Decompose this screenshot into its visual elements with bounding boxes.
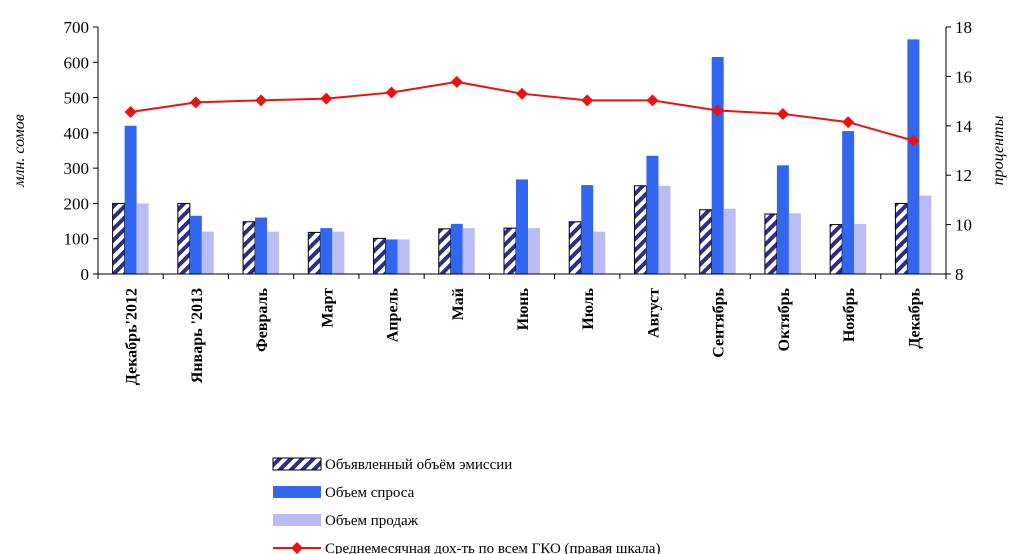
bar-s2-4 — [397, 239, 410, 274]
y-tick-label: 100 — [64, 230, 90, 249]
y-tick-label: 700 — [64, 18, 90, 37]
bar-s2-5 — [462, 228, 475, 274]
bar-s0-3 — [307, 231, 321, 275]
line-point-10 — [776, 107, 789, 120]
bar-s2-12 — [919, 195, 932, 274]
y2-tick-label: 10 — [955, 216, 972, 235]
y2-tick-label: 16 — [955, 67, 972, 86]
x-tick-label: Июль — [580, 287, 597, 329]
bar-s2-7 — [593, 231, 606, 274]
bar-s1-12 — [907, 39, 920, 274]
bar-s2-1 — [201, 231, 214, 274]
plot-area — [112, 39, 932, 275]
x-tick-label: Март — [319, 288, 336, 328]
legend-label: Объем спроса — [325, 485, 415, 501]
bar-s1-8 — [646, 155, 659, 274]
legend-label: Среднемесячная дох-ть по всем ГКО (права… — [325, 541, 660, 554]
line-point-6 — [516, 87, 528, 100]
bar-s2-3 — [332, 231, 345, 274]
x-tick-label: Декабрь — [906, 287, 923, 348]
x-tick-label: Август — [645, 288, 662, 338]
x-tick-label: Июнь — [515, 287, 532, 330]
line-point-5 — [450, 75, 463, 88]
line-point-0 — [124, 105, 137, 118]
x-tick-label: Сентябрь — [711, 287, 728, 357]
line-point-1 — [189, 96, 202, 109]
bar-s1-7 — [581, 185, 594, 274]
bar-s2-11 — [854, 223, 867, 274]
bar-s0-0 — [112, 202, 126, 275]
bar-s0-2 — [242, 221, 256, 275]
x-tick-label: Январь '2013 — [189, 288, 206, 383]
bar-s1-4 — [385, 239, 398, 274]
x-tick-label: Февраль — [254, 287, 271, 352]
bar-s0-9 — [699, 209, 713, 275]
legend-swatch — [272, 457, 322, 471]
y-tick-label: 0 — [81, 265, 90, 284]
y-tick-label: 600 — [64, 53, 90, 72]
legend-label: Объем продаж — [325, 513, 419, 529]
x-tick-label: Апрель — [385, 287, 402, 342]
legend: Объявленный объём эмиссии Объем спроса Объ… — [272, 457, 660, 554]
bar-s2-2 — [267, 231, 280, 274]
line-point-2 — [255, 94, 268, 107]
y2-axis-title: проценты — [990, 115, 1007, 185]
legend-label: Объявленный объём эмиссии — [325, 457, 512, 473]
bar-s1-6 — [516, 179, 528, 274]
bar-s0-12 — [894, 202, 908, 275]
bar-s1-3 — [320, 228, 333, 274]
y-axis-title: млн. сомов — [11, 114, 28, 187]
bar-s1-5 — [450, 223, 463, 274]
y-tick-label: 200 — [64, 194, 90, 213]
bar-s0-8 — [633, 185, 647, 275]
legend-swatch — [273, 486, 321, 498]
legend-marker — [291, 542, 303, 554]
y-tick-label: 400 — [64, 124, 90, 143]
y2-tick-label: 14 — [955, 117, 973, 136]
x-tick-label: Май — [450, 288, 467, 320]
bar-s1-10 — [776, 165, 789, 274]
bar-s2-6 — [528, 228, 540, 274]
line-point-8 — [646, 94, 659, 107]
line-point-7 — [581, 94, 594, 107]
y2-tick-label: 8 — [955, 265, 964, 284]
bar-s2-10 — [788, 213, 801, 274]
bar-s0-11 — [829, 224, 843, 275]
bar-s1-0 — [124, 125, 137, 274]
bar-s1-2 — [255, 217, 268, 274]
y-tick-label: 300 — [64, 159, 90, 178]
bar-s1-11 — [842, 131, 855, 274]
bar-s1-1 — [189, 215, 202, 274]
line-point-11 — [842, 116, 855, 129]
y2-tick-label: 18 — [955, 18, 972, 37]
axes: 0 100 200 300 400 500 600 700 8 10 12 14 16 18 Декабрь… — [11, 18, 1007, 385]
line-point-3 — [320, 92, 333, 105]
bar-s0-6 — [503, 227, 517, 275]
line-point-12 — [907, 134, 920, 147]
bar-s0-7 — [568, 221, 582, 275]
line-point-9 — [711, 104, 724, 117]
legend-swatch — [273, 514, 321, 526]
y2-tick-label: 12 — [955, 166, 972, 185]
y-tick-label: 500 — [64, 89, 90, 108]
bar-s2-8 — [658, 185, 671, 274]
x-tick-label: Ноябрь — [841, 287, 858, 342]
bar-s0-10 — [764, 213, 778, 275]
x-tick-label: Декабрь'2012 — [124, 288, 141, 385]
line-point-4 — [385, 86, 398, 99]
x-tick-label: Октябрь — [776, 287, 793, 351]
bar-s2-0 — [136, 203, 149, 274]
bar-s0-1 — [177, 202, 191, 275]
bar-s2-9 — [723, 208, 736, 274]
bar-s1-9 — [711, 56, 724, 274]
bar-s0-4 — [373, 237, 387, 275]
bar-s0-5 — [438, 228, 452, 275]
